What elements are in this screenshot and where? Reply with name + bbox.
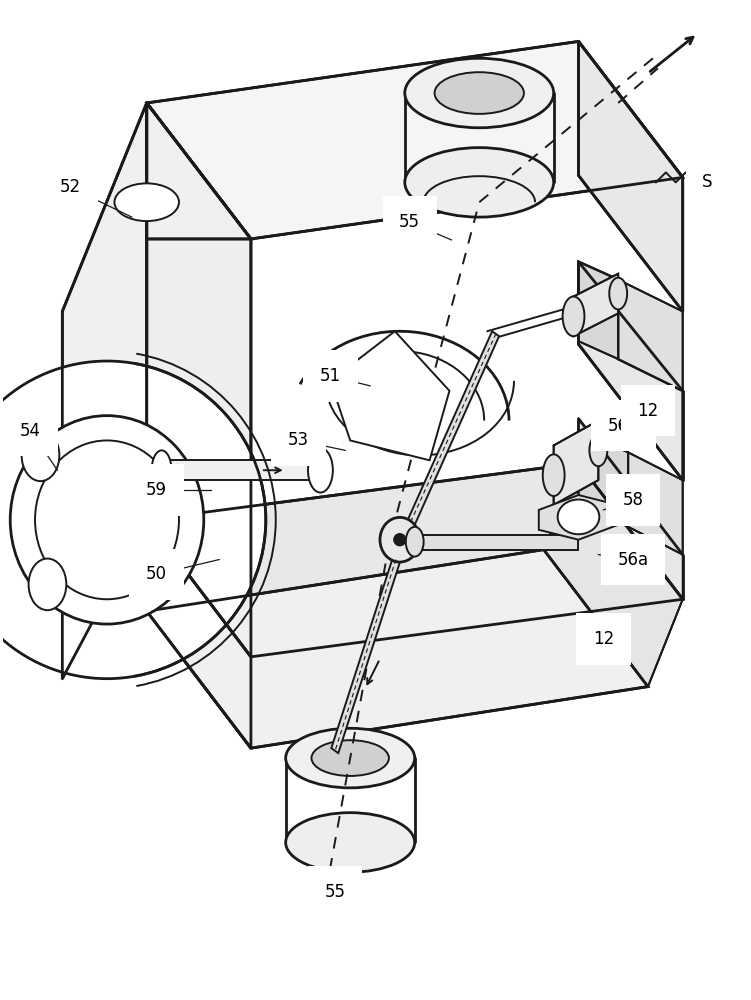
Ellipse shape: [22, 430, 59, 481]
Circle shape: [394, 534, 406, 546]
Ellipse shape: [35, 440, 179, 599]
Text: 58: 58: [623, 491, 644, 509]
Text: 56a: 56a: [617, 551, 649, 569]
Ellipse shape: [29, 559, 66, 610]
Text: 51: 51: [320, 367, 341, 385]
Text: 54: 54: [20, 422, 41, 440]
Ellipse shape: [609, 278, 627, 309]
Text: 52: 52: [60, 178, 81, 196]
Polygon shape: [628, 452, 683, 555]
Ellipse shape: [285, 728, 415, 788]
Polygon shape: [146, 550, 648, 748]
Ellipse shape: [405, 58, 553, 128]
Ellipse shape: [405, 148, 553, 217]
Ellipse shape: [562, 297, 584, 336]
Polygon shape: [574, 274, 618, 336]
Polygon shape: [578, 41, 683, 311]
Polygon shape: [553, 421, 599, 505]
Ellipse shape: [312, 740, 389, 776]
Polygon shape: [146, 103, 251, 239]
Ellipse shape: [590, 434, 608, 466]
Polygon shape: [62, 103, 146, 679]
Text: 50: 50: [146, 565, 167, 583]
Text: S: S: [702, 173, 713, 191]
Polygon shape: [408, 331, 499, 525]
Polygon shape: [146, 463, 683, 657]
Text: 55: 55: [400, 213, 421, 231]
Ellipse shape: [380, 517, 420, 562]
Polygon shape: [161, 460, 321, 480]
Text: 12: 12: [593, 630, 614, 648]
Text: 12: 12: [638, 402, 659, 420]
Polygon shape: [578, 262, 683, 480]
Polygon shape: [538, 495, 618, 540]
Polygon shape: [415, 535, 578, 550]
Polygon shape: [578, 431, 628, 527]
Circle shape: [0, 361, 266, 679]
Ellipse shape: [558, 500, 599, 534]
Polygon shape: [330, 331, 449, 460]
Polygon shape: [146, 520, 251, 748]
Ellipse shape: [435, 72, 524, 114]
Text: 55: 55: [324, 883, 345, 901]
Polygon shape: [578, 419, 683, 599]
Ellipse shape: [285, 813, 415, 872]
Text: 56b: 56b: [608, 417, 639, 435]
Text: 59: 59: [146, 481, 167, 499]
Polygon shape: [146, 41, 683, 239]
Polygon shape: [331, 558, 400, 753]
Ellipse shape: [308, 448, 333, 493]
Ellipse shape: [152, 450, 171, 490]
Ellipse shape: [406, 527, 424, 557]
Ellipse shape: [11, 416, 204, 624]
Polygon shape: [578, 262, 618, 359]
Ellipse shape: [114, 183, 179, 221]
Polygon shape: [544, 463, 683, 687]
Ellipse shape: [543, 454, 565, 496]
Polygon shape: [618, 280, 683, 391]
Text: 53: 53: [288, 431, 309, 449]
Polygon shape: [146, 103, 251, 657]
